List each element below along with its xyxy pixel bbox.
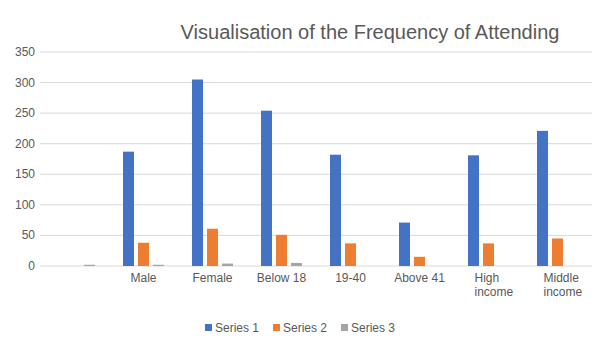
bar [360, 266, 371, 267]
x-tick-label: Highincome [475, 271, 514, 299]
legend-label: Series 3 [351, 321, 395, 335]
bar [291, 263, 302, 266]
grid-line [40, 52, 592, 53]
legend-label: Series 2 [283, 321, 327, 335]
grid-line [40, 266, 592, 267]
bar [153, 265, 164, 266]
bar [330, 155, 341, 266]
grid-line [40, 113, 592, 114]
bar [54, 266, 65, 267]
legend-swatch [341, 324, 348, 331]
grid-line [40, 174, 592, 175]
bar [552, 238, 563, 266]
grid-line [40, 82, 592, 83]
legend-swatch [273, 324, 280, 331]
bar [567, 266, 578, 267]
grid-line [40, 235, 592, 236]
chart-container: Visualisation of the Frequency of Attend… [0, 0, 605, 340]
y-tick-label: 350 [15, 45, 35, 59]
legend-item: Series 2 [273, 321, 327, 335]
bar [537, 131, 548, 266]
label-line: income [544, 285, 583, 299]
y-tick-label: 300 [15, 76, 35, 90]
x-tick-label: Female [192, 271, 232, 285]
bar [84, 265, 95, 266]
legend-item: Series 3 [341, 321, 395, 335]
y-tick-label: 0 [28, 259, 35, 273]
bar [192, 80, 203, 266]
bar [345, 243, 356, 266]
bar [123, 152, 134, 266]
y-tick-label: 200 [15, 137, 35, 151]
x-tick-label: 19-40 [335, 271, 366, 285]
chart-svg: Visualisation of the Frequency of Attend… [0, 0, 605, 340]
bars [84, 80, 563, 266]
bar [498, 266, 509, 267]
legend-item: Series 1 [205, 321, 259, 335]
bar [261, 111, 272, 266]
bar [207, 229, 218, 266]
bar [276, 235, 287, 266]
y-tick-label: 250 [15, 106, 35, 120]
grid-line [40, 143, 592, 144]
label-line: High [475, 271, 500, 285]
bar [69, 266, 80, 267]
x-tick-label: Middleincome [544, 271, 583, 299]
background [0, 0, 605, 340]
bar [468, 155, 479, 266]
legend-swatch [205, 324, 212, 331]
bar [429, 266, 440, 267]
chart-title: Visualisation of the Frequency of Attend… [181, 21, 560, 43]
y-tick-label: 100 [15, 198, 35, 212]
grid-line [40, 204, 592, 205]
bar [414, 257, 425, 266]
label-line: income [475, 285, 514, 299]
x-tick-label: Below 18 [257, 271, 307, 285]
bar [222, 264, 233, 266]
x-tick-label: Above 41 [394, 271, 445, 285]
y-tick-label: 50 [22, 228, 36, 242]
y-tick-label: 150 [15, 167, 35, 181]
bar [483, 243, 494, 266]
legend: Series 1 Series 2 Series 3 [205, 321, 395, 335]
x-tick-label: Male [130, 271, 156, 285]
bar [399, 223, 410, 266]
label-line: Middle [544, 271, 580, 285]
legend-label: Series 1 [215, 321, 259, 335]
bar [138, 243, 149, 266]
